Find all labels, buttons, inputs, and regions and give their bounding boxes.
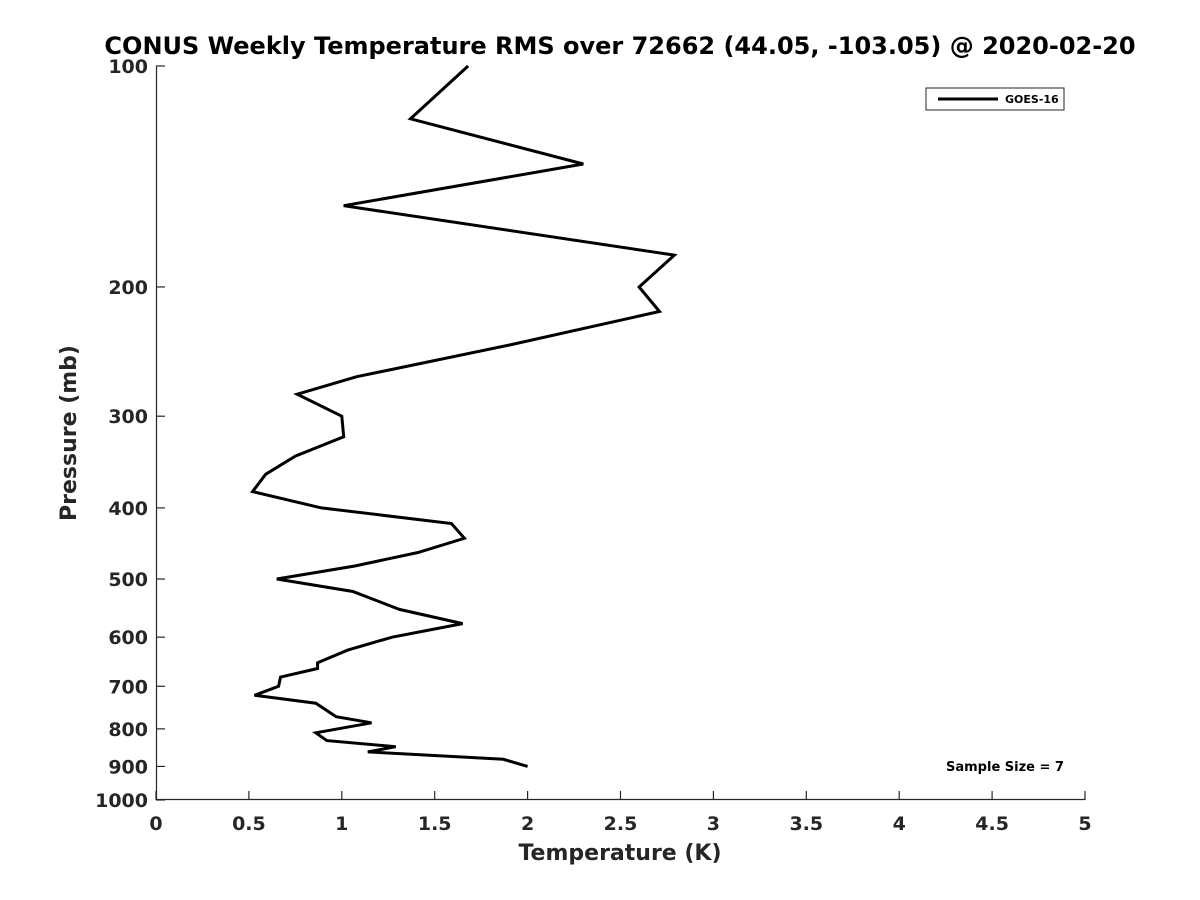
y-tick-label: 300 (108, 406, 148, 428)
x-axis-ticks: 0 0.5 1 1.5 2 2.5 3 3.5 4 4.5 5 (149, 791, 1092, 835)
y-tick-label: 1000 (95, 790, 148, 812)
series-group (250, 64, 678, 768)
legend-label: GOES-16 (1005, 93, 1059, 106)
y-tick-label: 200 (108, 277, 148, 299)
series-line-0 (250, 64, 678, 768)
y-axis-label: Pressure (mb) (57, 345, 82, 521)
plot-frame (155, 66, 1085, 801)
x-tick-label: 5 (1078, 813, 1091, 835)
x-tick-label: 4 (893, 813, 906, 835)
y-tick-label: 800 (108, 719, 148, 741)
chart-title: CONUS Weekly Temperature RMS over 72662 … (104, 32, 1135, 60)
y-tick-label: 100 (108, 56, 148, 78)
x-tick-label: 0 (149, 813, 162, 835)
x-tick-label: 3 (707, 813, 720, 835)
legend: GOES-16 (925, 87, 1065, 111)
x-tick-label: 0.5 (232, 813, 266, 835)
x-tick-label: 2 (521, 813, 534, 835)
y-tick-label: 700 (108, 676, 148, 698)
y-tick-label: 600 (108, 627, 148, 649)
y-axis-ticks: 100 200 300 400 500 600 700 800 900 1000 (95, 56, 165, 812)
x-axis-label: Temperature (K) (518, 841, 721, 866)
y-tick-label: 400 (108, 498, 148, 520)
x-tick-label: 2.5 (604, 813, 638, 835)
x-tick-label: 1 (335, 813, 348, 835)
x-tick-label: 3.5 (789, 813, 823, 835)
x-tick-label: 1.5 (418, 813, 452, 835)
y-tick-label: 900 (108, 756, 148, 778)
x-tick-label: 4.5 (975, 813, 1009, 835)
sample-size-annotation: Sample Size = 7 (946, 760, 1064, 775)
y-tick-label: 500 (108, 569, 148, 591)
